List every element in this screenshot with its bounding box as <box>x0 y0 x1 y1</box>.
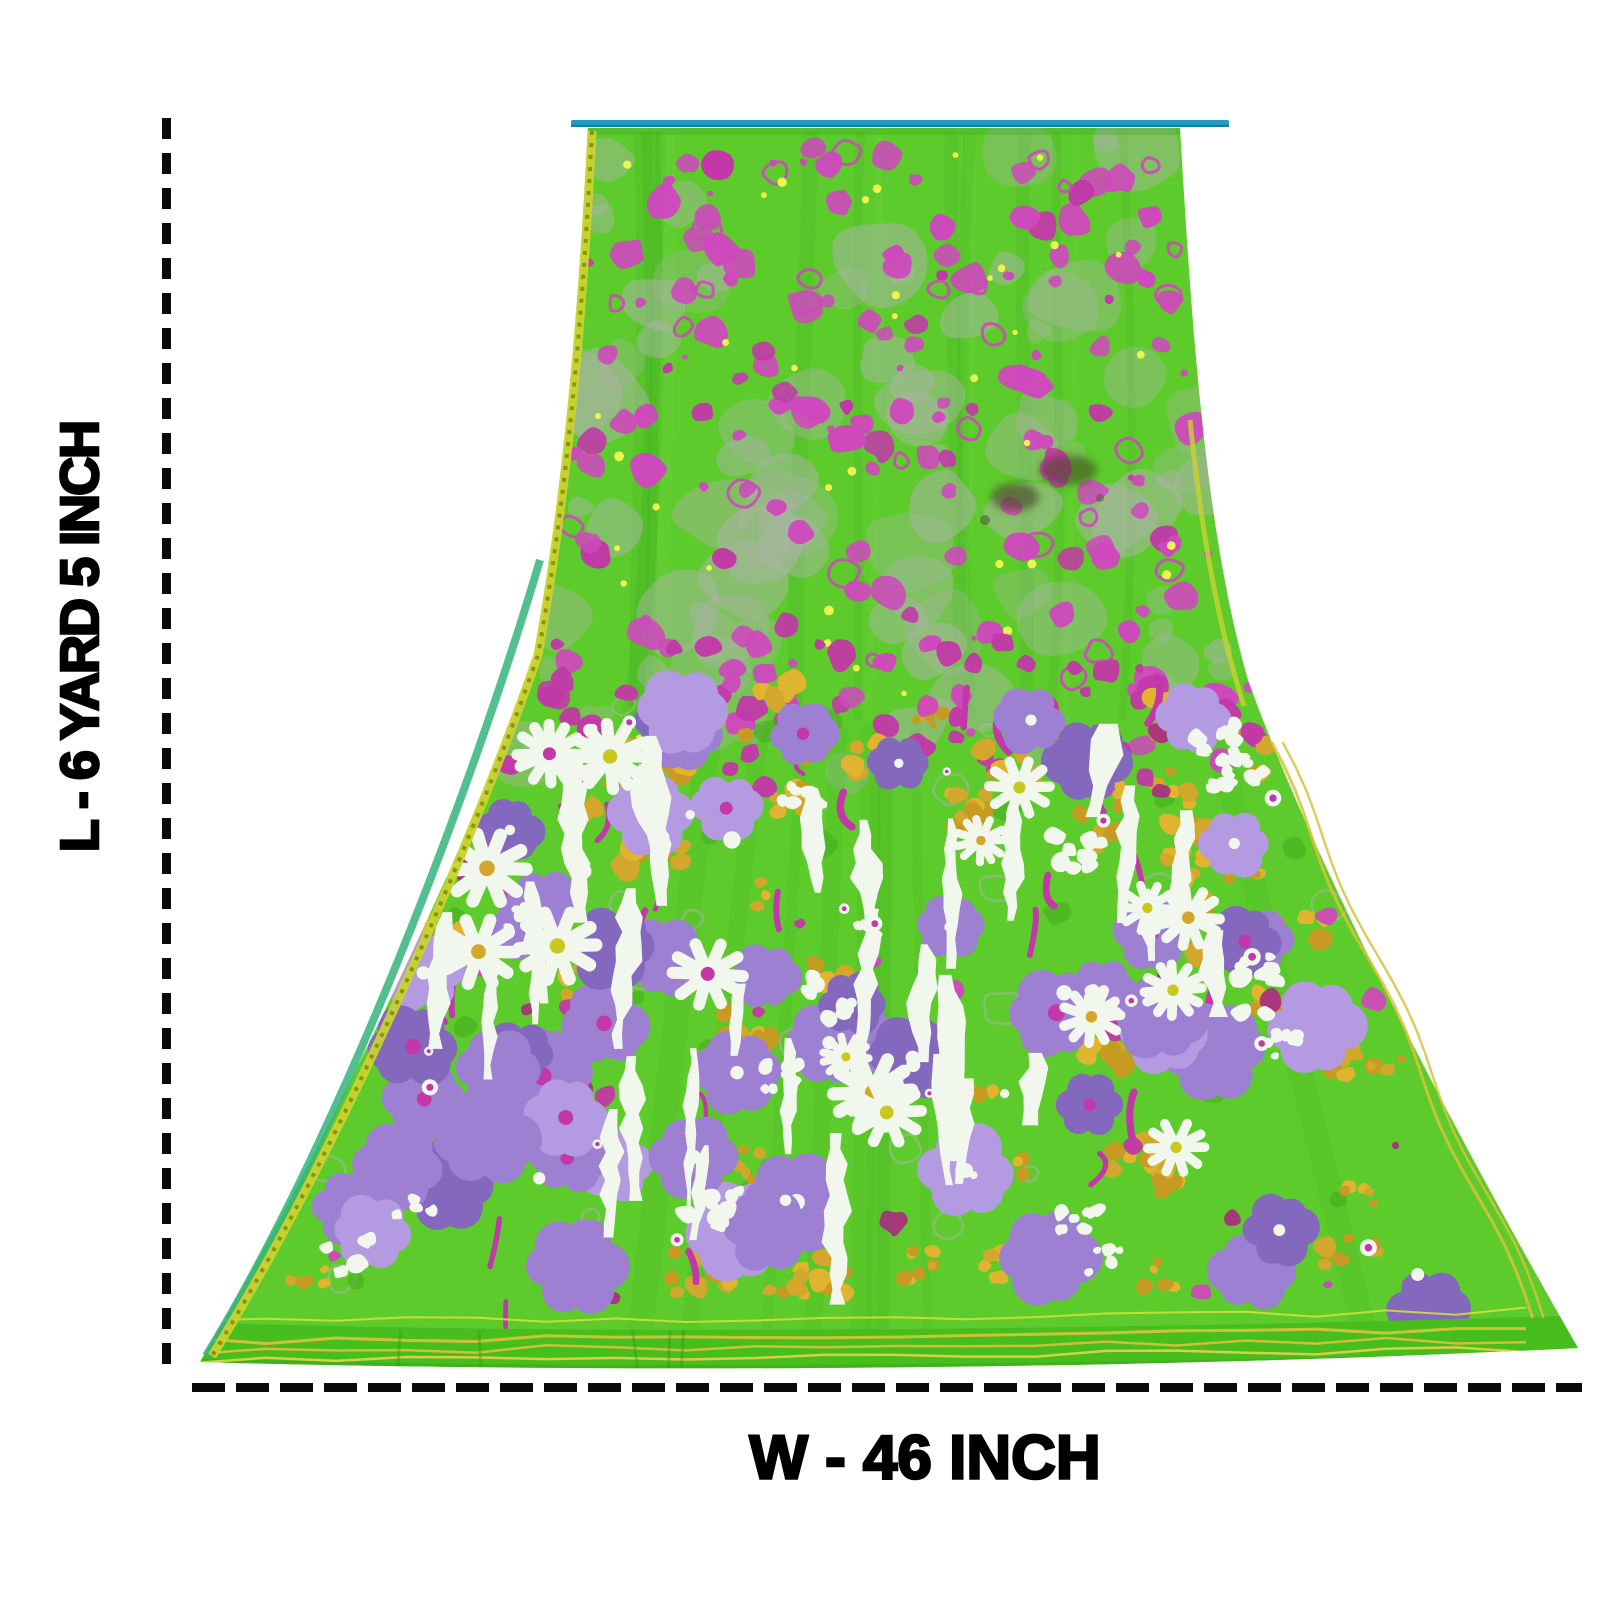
band-strip <box>200 1315 1578 1369</box>
length-label: L - 6 YARD 5 INCH <box>49 421 112 854</box>
right-gold-wave-border <box>1270 741 1545 1319</box>
width-measure-line <box>192 1383 1582 1392</box>
gold-zari-lines <box>200 1306 1527 1369</box>
length-measure-line <box>162 118 171 1368</box>
width-label: W - 46 INCH <box>748 1422 1102 1494</box>
right-border-top <box>1187 419 1247 707</box>
left-chain-stitch <box>210 130 594 1358</box>
saree-borders <box>202 130 1545 1359</box>
left-teal-underlayer <box>202 558 544 1359</box>
hanging-rod-shadow <box>571 125 1229 127</box>
